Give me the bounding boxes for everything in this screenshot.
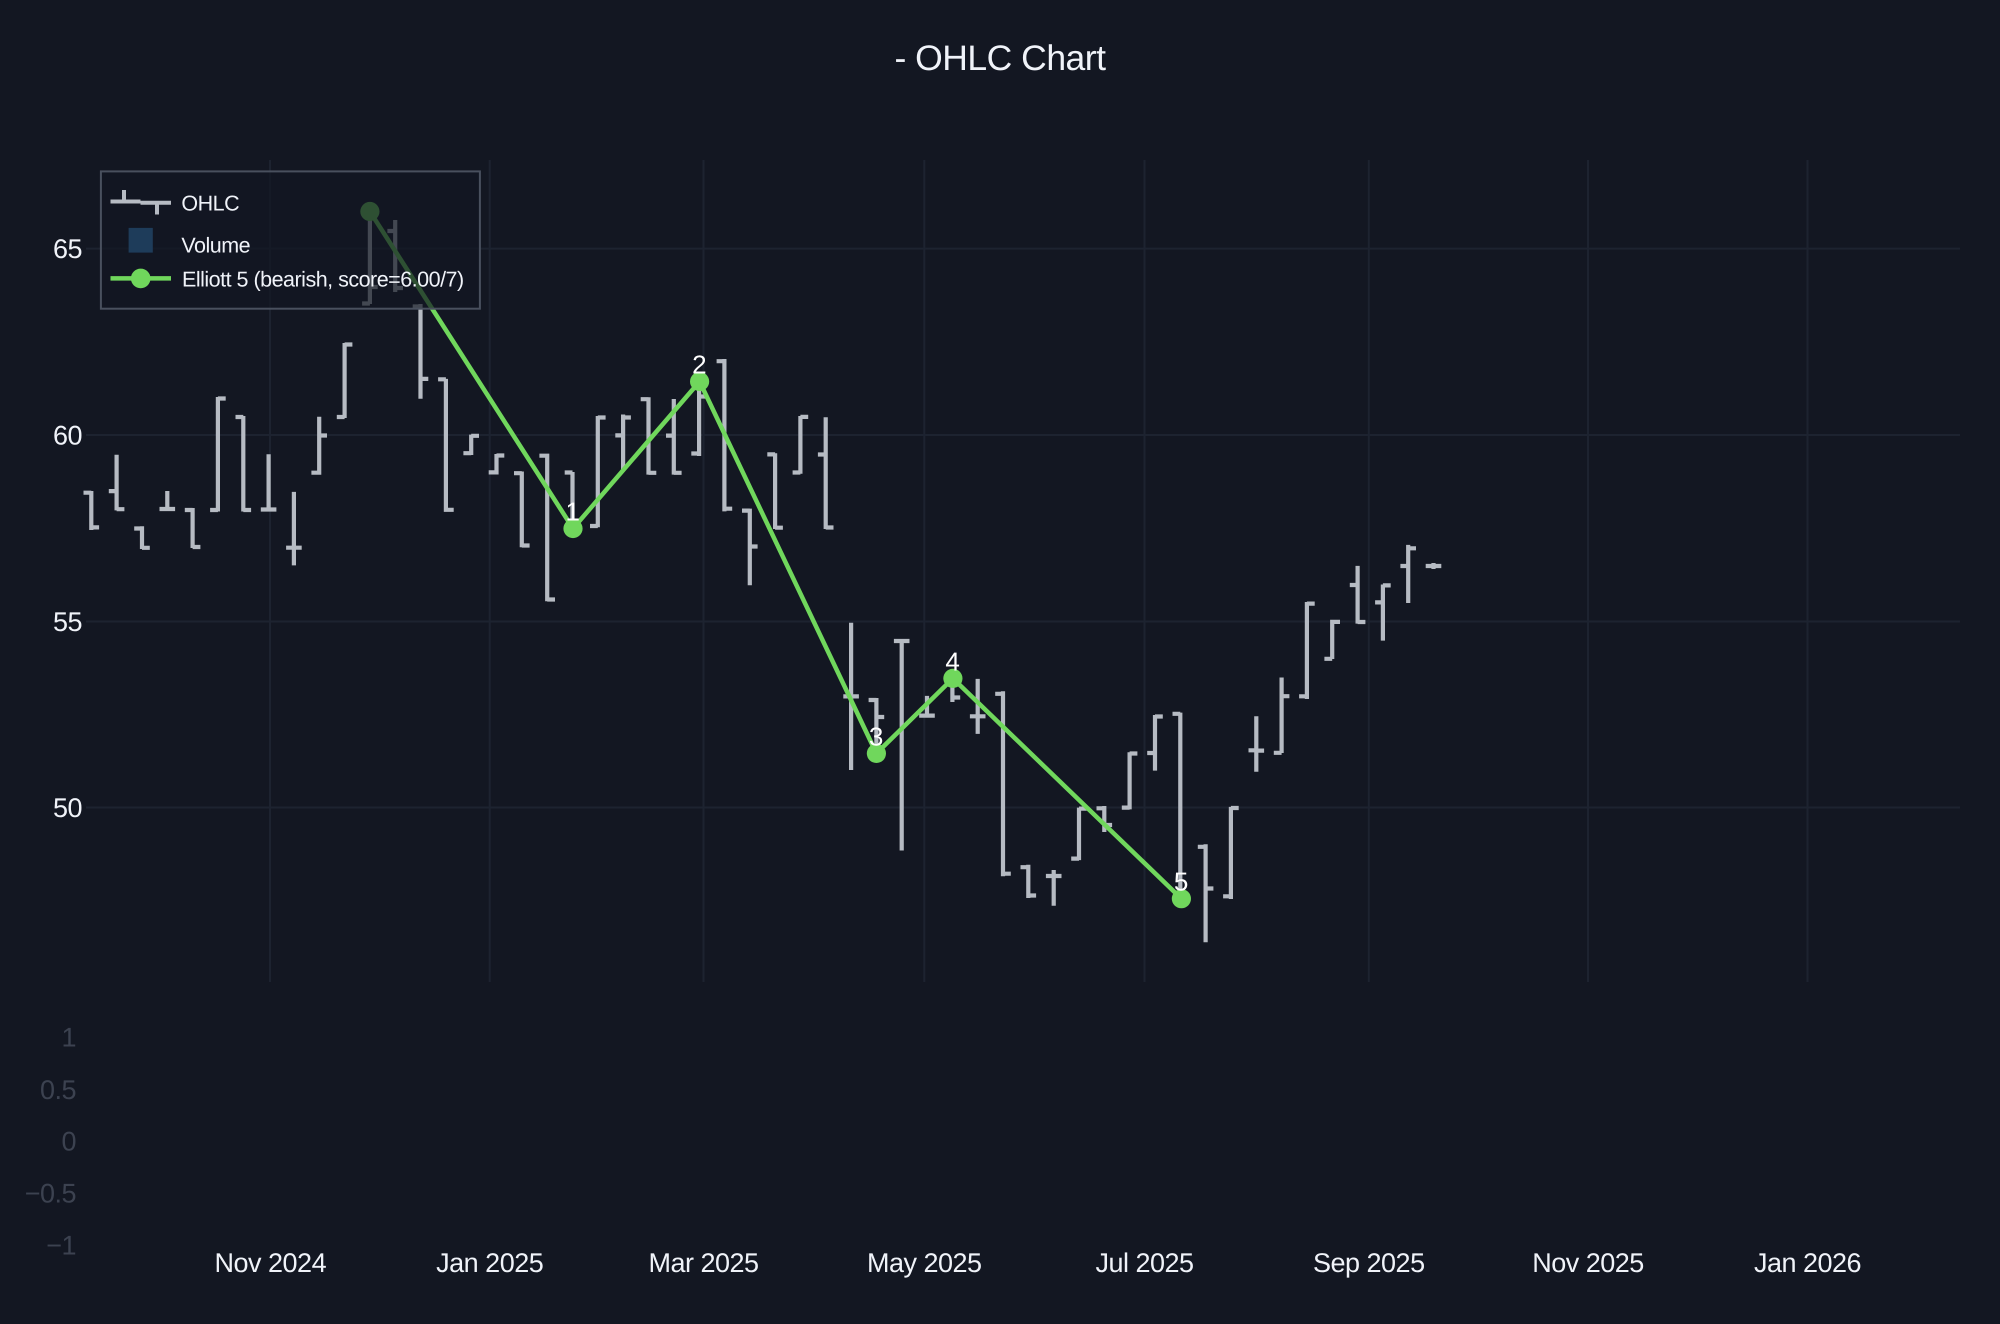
svg-text:Mar 2025: Mar 2025: [648, 1248, 758, 1278]
svg-text:Jul 2025: Jul 2025: [1095, 1248, 1193, 1278]
svg-text:1: 1: [61, 1023, 76, 1053]
svg-text:2: 2: [692, 350, 706, 380]
svg-text:5: 5: [1174, 867, 1188, 897]
svg-text:3: 3: [869, 721, 883, 751]
svg-text:0.5: 0.5: [40, 1075, 76, 1105]
svg-text:1: 1: [566, 497, 580, 527]
svg-text:Sep 2025: Sep 2025: [1313, 1248, 1425, 1278]
svg-text:Jan 2026: Jan 2026: [1754, 1248, 1861, 1278]
svg-text:Volume: Volume: [181, 234, 250, 258]
svg-text:OHLC: OHLC: [181, 192, 239, 216]
svg-text:0: 0: [61, 1127, 76, 1157]
svg-text:−0.5: −0.5: [25, 1179, 76, 1209]
svg-text:- OHLC Chart: - OHLC Chart: [895, 38, 1107, 78]
svg-text:60: 60: [53, 421, 82, 451]
svg-text:Nov 2025: Nov 2025: [1532, 1248, 1644, 1278]
svg-text:Jan 2025: Jan 2025: [436, 1248, 543, 1278]
svg-text:−1: −1: [46, 1231, 76, 1261]
svg-text:May 2025: May 2025: [867, 1248, 982, 1278]
svg-text:Nov 2024: Nov 2024: [215, 1248, 327, 1278]
svg-text:4: 4: [945, 646, 959, 676]
svg-text:Elliott 5 (bearish, score=6.00: Elliott 5 (bearish, score=6.00/7): [182, 268, 464, 292]
svg-text:65: 65: [53, 234, 82, 264]
svg-text:55: 55: [53, 607, 82, 637]
svg-text:50: 50: [53, 793, 82, 823]
